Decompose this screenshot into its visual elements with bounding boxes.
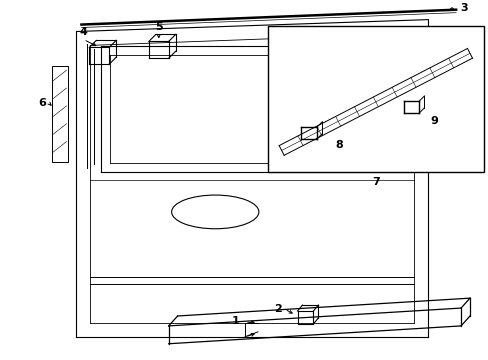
Text: 8: 8	[334, 140, 342, 150]
Bar	[267, 26, 483, 172]
Text: 2: 2	[273, 304, 281, 314]
Text: 7: 7	[371, 177, 379, 187]
Text: 9: 9	[429, 116, 437, 126]
Text: 6: 6	[38, 98, 46, 108]
Text: 5: 5	[155, 22, 162, 32]
Text: 1: 1	[231, 316, 239, 326]
Bar	[52, 66, 67, 162]
Text: 3: 3	[459, 3, 467, 13]
Text: 4: 4	[80, 27, 87, 36]
